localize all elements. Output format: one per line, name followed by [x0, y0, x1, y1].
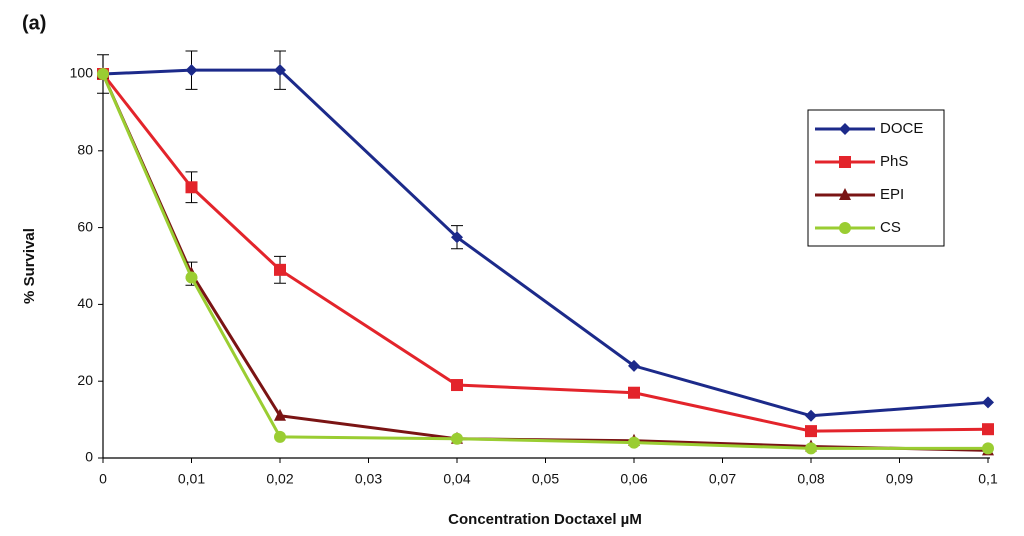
legend-label: EPI	[880, 186, 904, 203]
x-tick-label: 0,07	[709, 471, 736, 487]
marker	[185, 64, 198, 77]
legend-label: PhS	[880, 153, 908, 170]
y-tick-label: 100	[70, 65, 94, 81]
marker	[805, 409, 817, 422]
marker	[982, 396, 994, 409]
x-tick-label: 0	[99, 471, 107, 487]
legend-marker	[839, 222, 851, 234]
legend-marker	[839, 188, 851, 200]
marker	[982, 442, 994, 455]
marker	[451, 231, 463, 244]
y-tick-label: 0	[85, 449, 93, 465]
legend	[807, 109, 945, 247]
y-tick-label: 20	[77, 372, 93, 388]
marker	[185, 271, 198, 284]
marker	[274, 64, 286, 77]
marker	[451, 432, 463, 445]
x-tick-label: 0,1	[978, 471, 998, 487]
x-tick-label: 0,02	[266, 471, 293, 487]
marker	[274, 408, 286, 421]
marker	[274, 430, 286, 443]
x-tick-label: 0,05	[532, 471, 559, 487]
x-tick-label: 0,04	[443, 471, 470, 487]
marker	[805, 442, 817, 455]
y-tick-label: 80	[77, 142, 93, 158]
legend-marker	[839, 123, 851, 135]
legend-label: CS	[880, 219, 901, 236]
marker	[628, 386, 640, 399]
x-tick-label: 0,06	[620, 471, 647, 487]
chart-title: (a)	[22, 12, 46, 34]
marker	[628, 436, 640, 449]
y-axis-label: % Survival	[21, 228, 38, 304]
legend-marker	[839, 156, 851, 168]
marker	[451, 379, 463, 392]
marker	[805, 425, 817, 438]
x-tick-label: 0,03	[355, 471, 382, 487]
y-tick-label: 60	[77, 218, 93, 234]
x-tick-label: 0,08	[797, 471, 824, 487]
legend-label: DOCE	[880, 120, 923, 137]
x-tick-label: 0,09	[886, 471, 913, 487]
marker	[97, 68, 109, 80]
y-tick-label: 40	[77, 295, 93, 311]
marker	[185, 181, 198, 194]
marker	[982, 423, 994, 436]
x-tick-label: 0,01	[178, 471, 205, 487]
marker	[274, 263, 286, 276]
marker	[628, 359, 640, 372]
x-axis-label: Concentration Doctaxel µM	[448, 511, 642, 528]
